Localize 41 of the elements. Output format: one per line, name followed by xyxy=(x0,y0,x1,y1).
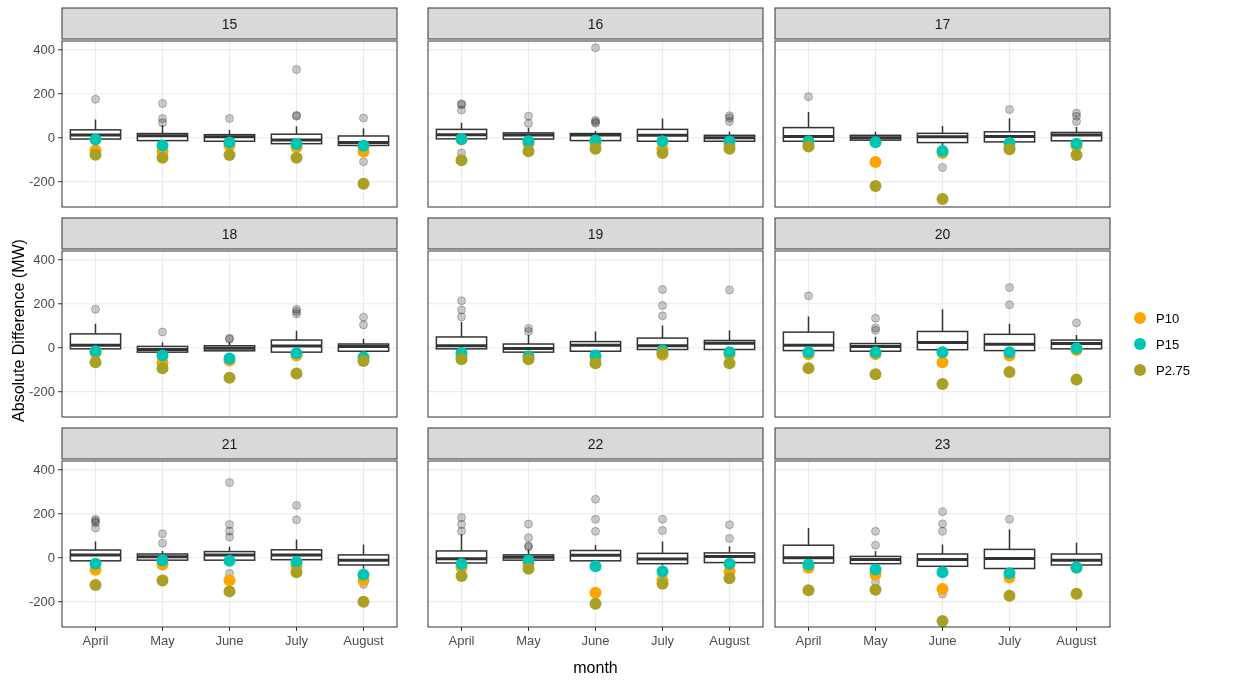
x-axis-title: month xyxy=(573,659,618,676)
chart-title: 19 xyxy=(587,225,604,242)
legend-label: P10 xyxy=(1156,310,1180,326)
chart-title: 22 xyxy=(587,435,604,452)
legend-label: P2.75 xyxy=(1156,362,1190,378)
y-tick-label: 0 xyxy=(47,550,55,566)
chart-title: 16 xyxy=(587,15,604,32)
chart-title: 17 xyxy=(934,15,951,32)
chart-title: 20 xyxy=(934,225,951,242)
legend-label: P15 xyxy=(1156,336,1180,352)
x-tick-label: July xyxy=(997,633,1022,648)
y-tick-label: 200 xyxy=(33,86,55,102)
y-tick-label: 200 xyxy=(33,296,55,312)
x-tick-label: July xyxy=(650,633,675,648)
x-tick-label: April xyxy=(795,633,822,648)
chart-title: 23 xyxy=(934,435,951,452)
chart-title: 15 xyxy=(221,15,238,32)
y-tick-label: 400 xyxy=(33,42,55,58)
x-tick-label: April xyxy=(448,633,475,648)
y-tick-label: 0 xyxy=(47,340,55,356)
x-tick-label: August xyxy=(343,633,385,648)
chart-title: 18 xyxy=(221,225,238,242)
x-tick-label: May xyxy=(516,633,542,648)
x-tick-label: August xyxy=(1056,633,1098,648)
x-tick-label: April xyxy=(82,633,109,648)
x-tick-label: June xyxy=(928,633,957,648)
x-tick-label: August xyxy=(709,633,751,648)
y-tick-label: 400 xyxy=(33,252,55,268)
x-tick-label: June xyxy=(581,633,610,648)
y-tick-label: 200 xyxy=(33,506,55,522)
y-axis-title: Absolute Difference (MW) xyxy=(10,239,27,422)
y-tick-label: -200 xyxy=(28,594,55,610)
y-tick-label: -200 xyxy=(28,174,55,190)
y-tick-label: 400 xyxy=(33,462,55,478)
x-tick-label: May xyxy=(150,633,176,648)
x-tick-label: May xyxy=(863,633,889,648)
y-tick-label: -200 xyxy=(28,384,55,400)
x-tick-label: July xyxy=(284,633,309,648)
y-tick-label: 0 xyxy=(47,130,55,146)
x-tick-label: June xyxy=(215,633,244,648)
chart-title: 21 xyxy=(221,435,238,452)
